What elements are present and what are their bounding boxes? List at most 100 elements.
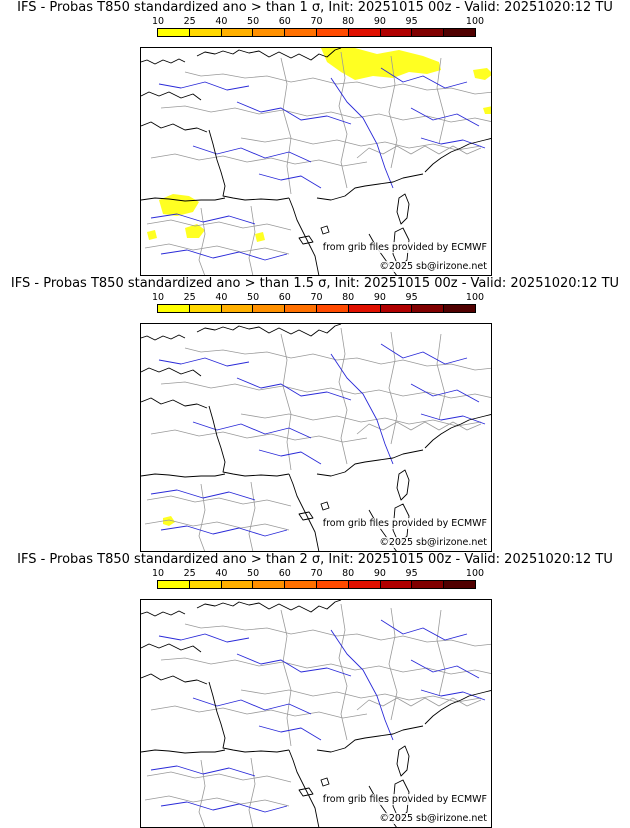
- map-panel-3: IFS - Probas T850 standardized ano > tha…: [0, 552, 630, 828]
- sardinia-island: [392, 503, 410, 545]
- admin-border: [388, 331, 398, 445]
- coastline: [316, 173, 424, 201]
- colorbar-segment: [380, 581, 413, 588]
- colorbar-tick-label: 80: [342, 292, 355, 303]
- colorbar-tick-label: 60: [278, 16, 291, 27]
- colorbar-tick-label: 80: [342, 16, 355, 27]
- coastline: [141, 91, 202, 101]
- admin-border: [150, 429, 368, 443]
- admin-border: [356, 421, 482, 435]
- probability-area: [147, 230, 157, 240]
- colorbar-segment: [189, 29, 222, 36]
- probability-area: [255, 232, 265, 242]
- coastline: [141, 121, 208, 133]
- coastline: [424, 690, 491, 725]
- colorbar-tick-label: 10: [151, 292, 165, 303]
- sardinia-island: [392, 779, 410, 821]
- river: [158, 81, 250, 91]
- colorbar: [157, 580, 476, 589]
- river: [160, 249, 288, 261]
- coastline: [141, 610, 186, 617]
- colorbar-tick-label: 100: [465, 568, 485, 579]
- coastline: [288, 197, 320, 275]
- colorbar-tick-label: 95: [405, 568, 418, 579]
- colorbar-segment: [253, 305, 286, 312]
- colorbar-tick-label: 90: [373, 292, 386, 303]
- colorbar-segment: [316, 305, 349, 312]
- river: [380, 619, 468, 641]
- colorbar-segment: [348, 29, 381, 36]
- colorbar-segment: [285, 29, 317, 36]
- colorbar-segment: [348, 581, 381, 588]
- colorbar-tick-label: 90: [373, 16, 386, 27]
- coastline: [208, 681, 290, 753]
- colorbar-tick-label: 80: [342, 568, 355, 579]
- admin-border: [436, 57, 446, 145]
- colorbar-segment: [221, 29, 254, 36]
- balearic-island: [298, 511, 314, 521]
- river: [236, 653, 352, 677]
- coastline: [141, 473, 226, 478]
- colorbar-segment: [412, 305, 445, 312]
- river: [236, 377, 352, 401]
- admin-border: [436, 609, 446, 697]
- map-view: from grib files provided by ECMWF ©2025 …: [140, 599, 492, 828]
- copyright-credit: ©2025 sb@irizone.net: [378, 813, 488, 824]
- colorbar-tick-label: 25: [183, 568, 196, 579]
- river: [158, 357, 250, 367]
- coastline: [141, 334, 186, 341]
- colorbar-segment: [285, 305, 317, 312]
- admin-border: [198, 759, 206, 827]
- probability-area: [483, 106, 491, 114]
- river: [410, 383, 480, 403]
- colorbar-segment: [444, 29, 475, 36]
- colorbar-segment: [285, 581, 317, 588]
- river: [150, 213, 256, 225]
- river: [380, 343, 468, 365]
- colorbar: [157, 304, 476, 313]
- admin-border: [388, 55, 398, 169]
- balearic-island: [298, 235, 314, 245]
- source-credit: from grib files provided by ECMWF: [321, 794, 488, 805]
- coastline: [288, 473, 320, 551]
- river: [330, 77, 394, 189]
- colorbar-tick-label: 25: [183, 16, 196, 27]
- river: [192, 697, 312, 715]
- admin-border: [356, 697, 482, 711]
- probability-area: [163, 516, 175, 526]
- colorbar-tick-label: 60: [278, 568, 291, 579]
- admin-border: [240, 689, 482, 703]
- admin-border: [150, 705, 368, 719]
- coastline: [424, 138, 491, 173]
- colorbar-segment: [412, 581, 445, 588]
- balearic-island: [320, 501, 330, 511]
- balearic-island: [320, 225, 330, 235]
- admin-border: [338, 51, 348, 189]
- coastline: [141, 749, 226, 754]
- colorbar-segment: [380, 29, 413, 36]
- admin-border: [160, 105, 491, 123]
- admin-border: [356, 145, 482, 159]
- coastline: [316, 725, 424, 753]
- colorbar-tick-label: 10: [151, 16, 165, 27]
- admin-border: [184, 71, 491, 95]
- admin-border: [160, 657, 491, 675]
- corsica-island: [396, 745, 410, 777]
- colorbar-segment: [380, 305, 413, 312]
- coastline: [288, 749, 320, 827]
- copyright-credit: ©2025 sb@irizone.net: [378, 261, 488, 272]
- admin-border: [146, 771, 292, 783]
- panel-title: IFS - Probas T850 standardized ano > tha…: [17, 552, 613, 567]
- colorbar: [157, 28, 476, 37]
- admin-border: [240, 413, 482, 427]
- admin-border: [198, 483, 206, 551]
- admin-border: [198, 207, 206, 275]
- river: [420, 689, 486, 701]
- coastline: [141, 197, 226, 202]
- panel-title: IFS - Probas T850 standardized ano > tha…: [10, 276, 620, 291]
- colorbar-labels: 10 25 40 50 60 70 80 90 95 100: [0, 568, 630, 579]
- colorbar-segment: [221, 305, 254, 312]
- map-view: from grib files provided by ECMWF ©2025 …: [140, 47, 492, 276]
- river: [160, 801, 288, 813]
- admin-border: [338, 327, 348, 465]
